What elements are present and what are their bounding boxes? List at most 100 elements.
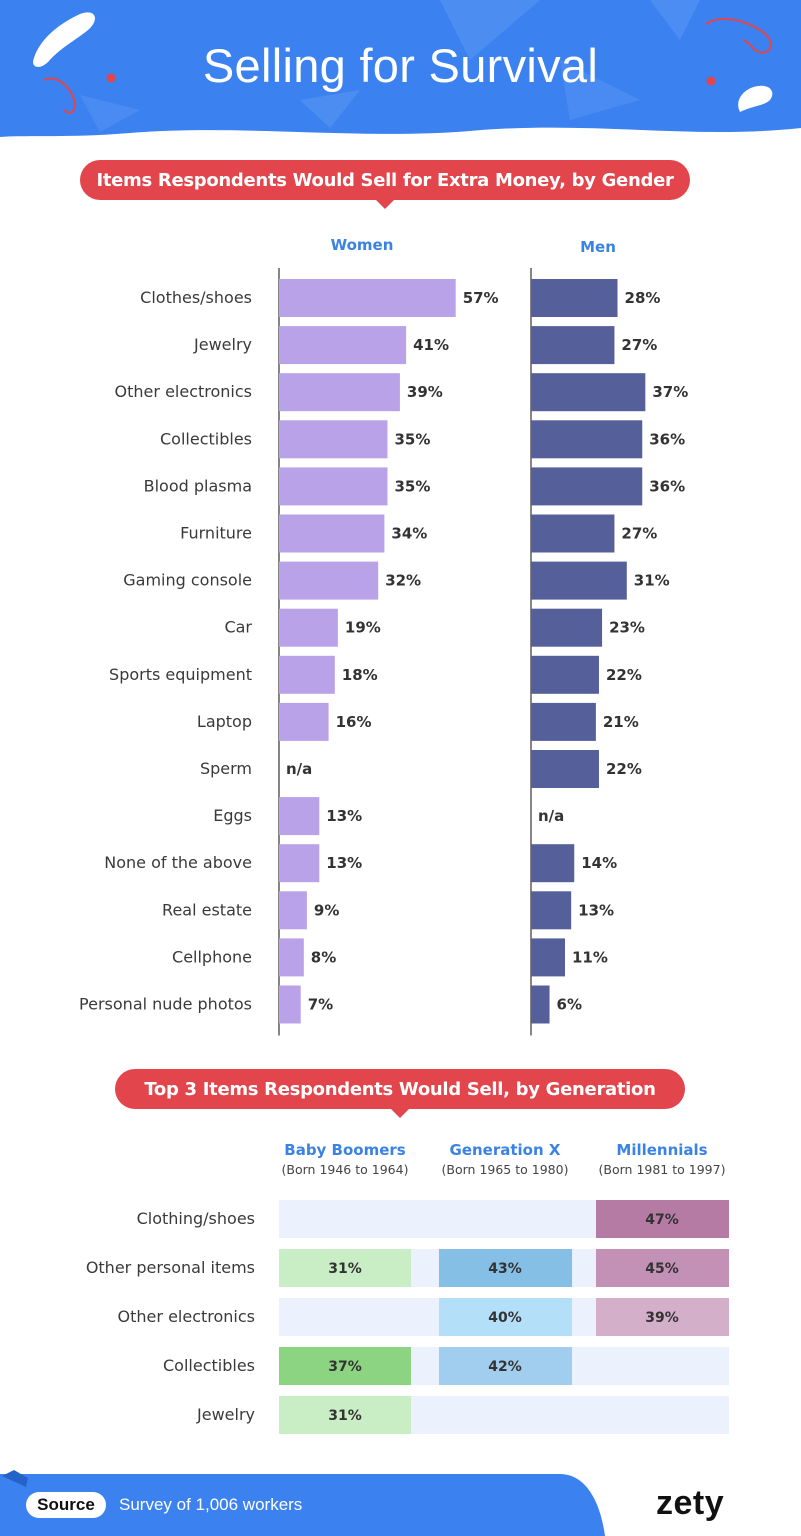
category-label: Furniture [180,524,252,543]
generation-column-title: Generation X [450,1141,561,1159]
men-bar [531,326,615,365]
generation-cell-value: 42% [488,1359,522,1375]
men-bar [531,938,565,977]
men-value-label: 27% [621,525,657,543]
category-label: Car [224,618,252,637]
footer-background [0,1474,605,1536]
gender-section-heading: Items Respondents Would Sell for Extra M… [80,160,690,209]
women-bar [279,655,335,694]
men-bar [531,608,603,647]
generation-row-label: Other personal items [86,1258,255,1277]
generation-cell [279,1396,411,1434]
men-value-label: 22% [606,760,642,778]
women-value-label: 9% [314,901,339,919]
women-bar [279,279,456,317]
women-bar [279,373,400,412]
gender-section-heading-text: Items Respondents Would Sell for Extra M… [96,169,674,191]
category-label: Sports equipment [109,665,252,684]
gender-bar-chart: Women Men Clothes/shoes 57% 28% Jewelry 41% 27%… [79,236,688,1036]
category-label: Real estate [162,900,252,919]
source-text: Survey of 1,006 workers [119,1495,303,1514]
women-value-label: 13% [326,854,362,872]
women-value-label: 41% [413,336,449,354]
men-value-label: 13% [578,901,614,919]
category-label: Laptop [197,712,252,731]
generation-table-chart: Baby Boomers (Born 1946 to 1964) Generatio… [86,1141,729,1434]
women-bar [279,326,407,365]
category-label: Gaming console [123,571,252,590]
men-value-label: 14% [581,854,617,872]
category-label: Cellphone [172,947,252,966]
generation-row-label: Jewelry [196,1405,255,1424]
generation-row-label: Collectibles [163,1356,255,1375]
generation-cell-value: 47% [645,1212,679,1228]
women-value-label: 7% [308,996,333,1014]
men-value-label: 28% [625,289,661,307]
generation-cell [279,1347,411,1385]
women-bar [279,702,329,741]
category-label: Personal nude photos [79,995,252,1014]
generation-cell-value: 43% [488,1261,522,1277]
generation-cell [439,1249,572,1287]
men-bar [531,514,615,553]
men-value-label: 36% [649,430,685,448]
men-bar [531,750,599,788]
generation-cell [439,1347,572,1385]
men-bar [531,655,599,694]
men-value-label: 21% [603,713,639,731]
women-bar [279,938,304,977]
women-value-label: 32% [385,572,421,590]
generation-cell [596,1298,729,1336]
generation-cell-value: 37% [328,1359,362,1375]
category-label: Collectibles [160,429,252,448]
women-series-label: Women [331,236,394,254]
generation-column-subtitle: (Born 1946 to 1964) [282,1162,409,1177]
women-bar [279,467,388,506]
men-bar [531,561,627,600]
women-bar [279,891,307,930]
generation-heading-notch [391,1109,409,1118]
men-value-label: 37% [652,383,688,401]
category-label: Other electronics [115,382,252,401]
men-bar [531,467,643,506]
generation-column-subtitle: (Born 1981 to 1997) [599,1162,726,1177]
source-badge: Source [26,1492,106,1518]
women-value-label: 57% [463,289,499,307]
men-bar [531,420,643,459]
generation-column-title: Baby Boomers [284,1141,406,1159]
generation-row-label: Other electronics [118,1307,255,1326]
category-label: Blood plasma [144,476,252,495]
generation-row-label: Clothing/shoes [137,1209,255,1228]
men-value-label: 36% [649,477,685,495]
women-bar [279,561,379,600]
generation-column-title: Millennials [616,1141,707,1159]
men-bar [531,891,572,930]
women-bar [279,797,320,836]
generation-section-heading: Top 3 Items Respondents Would Sell, by G… [115,1069,685,1118]
women-value-label: 13% [326,807,362,825]
women-value-label: 8% [311,948,336,966]
women-bar [279,514,385,553]
generation-cell [596,1249,729,1287]
generation-cell-value: 39% [645,1310,679,1326]
men-value-label: 31% [634,572,670,590]
women-value-label: 39% [407,383,443,401]
men-bar [531,985,550,1024]
generation-cell [596,1200,729,1238]
category-label: Jewelry [193,335,252,354]
generation-cell [439,1298,572,1336]
generation-cell-value: 40% [488,1310,522,1326]
women-value-label: 19% [345,619,381,637]
header-banner: Selling for Survival [0,0,801,140]
brand-logo: zety [656,1484,725,1522]
men-na-label: n/a [538,807,564,825]
brand-arrow-icon [2,1470,28,1498]
women-value-label: 35% [395,430,431,448]
women-value-label: 35% [395,477,431,495]
men-series-label: Men [580,238,616,256]
generation-cell-value: 45% [645,1261,679,1277]
gender-heading-notch [376,200,394,209]
men-value-label: 27% [621,336,657,354]
category-label: Eggs [213,806,252,825]
men-bar [531,844,575,883]
